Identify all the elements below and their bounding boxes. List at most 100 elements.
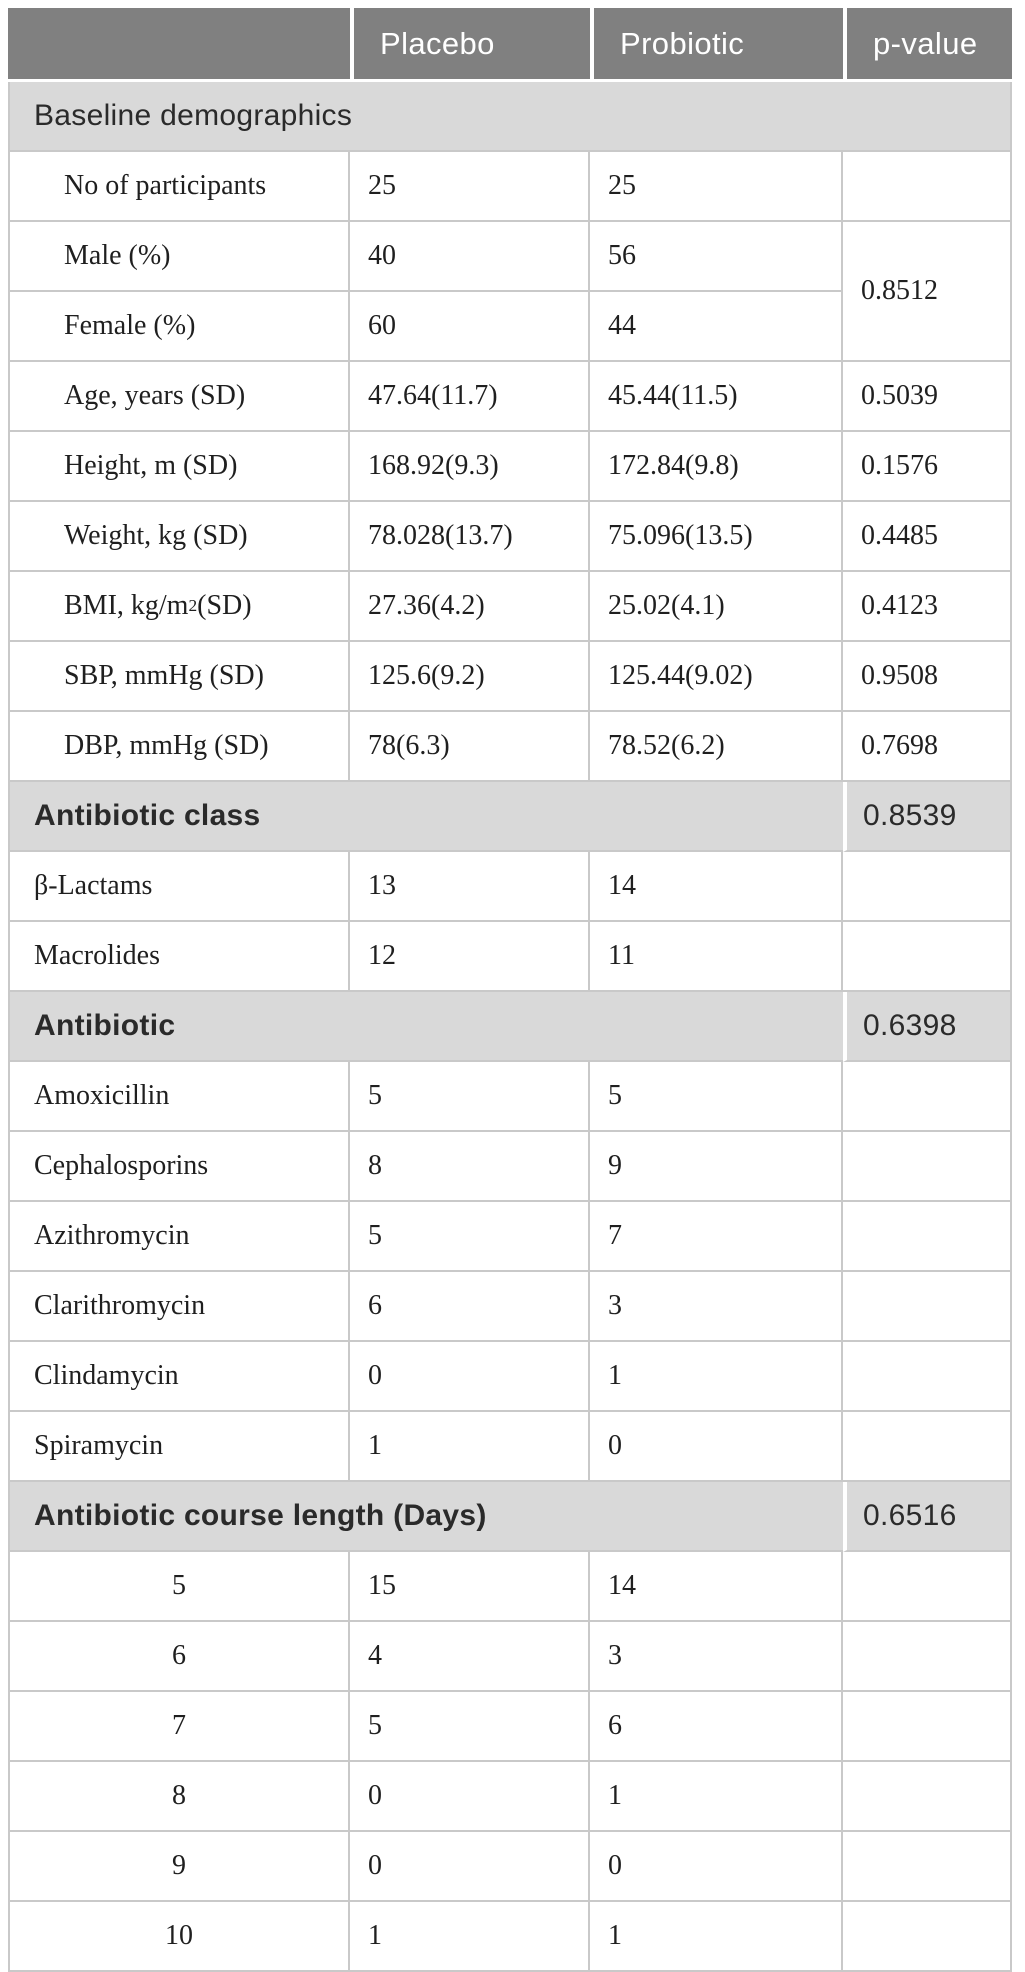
pvalue-cell (843, 922, 1012, 992)
probiotic-value-cell: 75.096(13.5) (590, 502, 843, 572)
probiotic-value-cell: 78.52(6.2) (590, 712, 843, 782)
row-label-cell: 5 (8, 1552, 350, 1622)
row-label-cell: Macrolides (8, 922, 350, 992)
column-header-placebo: Placebo (350, 8, 590, 82)
probiotic-value-cell: 172.84(9.8) (590, 432, 843, 502)
placebo-value-cell: 15 (350, 1552, 590, 1622)
placebo-value-cell: 13 (350, 852, 590, 922)
probiotic-value-cell: 1 (590, 1762, 843, 1832)
probiotic-value-cell: 14 (590, 852, 843, 922)
placebo-value-cell: 60 (350, 292, 590, 362)
column-header-probiotic: Probiotic (590, 8, 843, 82)
row-label-cell: 9 (8, 1832, 350, 1902)
probiotic-value-cell: 56 (590, 222, 843, 292)
pvalue-cell (843, 1342, 1012, 1412)
probiotic-value-cell: 0 (590, 1412, 843, 1482)
section-label-antibiotic-class: Antibiotic class (8, 782, 843, 852)
probiotic-value-cell: 25.02(4.1) (590, 572, 843, 642)
section-pvalue-cell: 0.8539 (843, 782, 1012, 852)
row-label-cell: Female (%) (8, 292, 350, 362)
section-pvalue-cell: 0.6516 (843, 1482, 1012, 1552)
pvalue-cell (843, 152, 1012, 222)
row-label-cell: No of participants (8, 152, 350, 222)
probiotic-value-cell: 5 (590, 1062, 843, 1132)
pvalue-cell: 0.1576 (843, 432, 1012, 502)
probiotic-value-cell: 9 (590, 1132, 843, 1202)
row-label-cell: 8 (8, 1762, 350, 1832)
pvalue-cell (843, 1622, 1012, 1692)
probiotic-value-cell: 3 (590, 1272, 843, 1342)
row-label-cell: Height, m (SD) (8, 432, 350, 502)
pvalue-cell: 0.9508 (843, 642, 1012, 712)
row-label-cell: Clarithromycin (8, 1272, 350, 1342)
placebo-value-cell: 78.028(13.7) (350, 502, 590, 572)
row-label-cell: Cephalosporins (8, 1132, 350, 1202)
placebo-value-cell: 8 (350, 1132, 590, 1202)
pvalue-cell: 0.7698 (843, 712, 1012, 782)
placebo-value-cell: 25 (350, 152, 590, 222)
placebo-value-cell: 47.64(11.7) (350, 362, 590, 432)
probiotic-value-cell: 125.44(9.02) (590, 642, 843, 712)
section-label-antibiotic-course-length: Antibiotic course length (Days) (8, 1482, 843, 1552)
placebo-value-cell: 168.92(9.3) (350, 432, 590, 502)
placebo-value-cell: 1 (350, 1412, 590, 1482)
placebo-value-cell: 78(6.3) (350, 712, 590, 782)
pvalue-cell: 0.4485 (843, 502, 1012, 572)
probiotic-value-cell: 3 (590, 1622, 843, 1692)
pvalue-cell (843, 1902, 1012, 1972)
placebo-value-cell: 27.36(4.2) (350, 572, 590, 642)
placebo-value-cell: 1 (350, 1902, 590, 1972)
probiotic-value-cell: 7 (590, 1202, 843, 1272)
placebo-value-cell: 4 (350, 1622, 590, 1692)
pvalue-cell (843, 1412, 1012, 1482)
row-label-cell: 10 (8, 1902, 350, 1972)
placebo-value-cell: 5 (350, 1062, 590, 1132)
pvalue-cell: 0.4123 (843, 572, 1012, 642)
pvalue-cell: 0.8512 (843, 222, 1012, 362)
probiotic-value-cell: 11 (590, 922, 843, 992)
pvalue-cell (843, 1132, 1012, 1202)
section-pvalue-cell: 0.6398 (843, 992, 1012, 1062)
section-label-baseline-demographics: Baseline demographics (8, 82, 1012, 152)
placebo-value-cell: 0 (350, 1342, 590, 1412)
probiotic-value-cell: 0 (590, 1832, 843, 1902)
placebo-value-cell: 5 (350, 1202, 590, 1272)
row-label-cell: Clindamycin (8, 1342, 350, 1412)
row-label-cell: BMI, kg/m 2 (SD) (8, 572, 350, 642)
placebo-value-cell: 125.6(9.2) (350, 642, 590, 712)
pvalue-cell (843, 1832, 1012, 1902)
row-label-cell: β-Lactams (8, 852, 350, 922)
probiotic-value-cell: 1 (590, 1342, 843, 1412)
probiotic-value-cell: 1 (590, 1902, 843, 1972)
probiotic-value-cell: 45.44(11.5) (590, 362, 843, 432)
page: Placebo Probiotic p-value Baseline demog… (8, 8, 1012, 1972)
row-label-cell: Amoxicillin (8, 1062, 350, 1132)
pvalue-cell (843, 1272, 1012, 1342)
placebo-value-cell: 0 (350, 1832, 590, 1902)
row-label-cell: Male (%) (8, 222, 350, 292)
clinical-characteristics-table: Placebo Probiotic p-value Baseline demog… (8, 8, 1012, 1972)
pvalue-cell (843, 852, 1012, 922)
row-label-cell: DBP, mmHg (SD) (8, 712, 350, 782)
pvalue-cell (843, 1692, 1012, 1762)
pvalue-cell: 0.5039 (843, 362, 1012, 432)
row-label-cell: Age, years (SD) (8, 362, 350, 432)
row-label-cell: Spiramycin (8, 1412, 350, 1482)
placebo-value-cell: 0 (350, 1762, 590, 1832)
row-label-cell: SBP, mmHg (SD) (8, 642, 350, 712)
placebo-value-cell: 5 (350, 1692, 590, 1762)
placebo-value-cell: 12 (350, 922, 590, 992)
row-label-cell: 7 (8, 1692, 350, 1762)
row-label-cell: 6 (8, 1622, 350, 1692)
placebo-value-cell: 6 (350, 1272, 590, 1342)
column-header-blank (8, 8, 350, 82)
pvalue-cell (843, 1062, 1012, 1132)
row-label-cell: Weight, kg (SD) (8, 502, 350, 572)
probiotic-value-cell: 14 (590, 1552, 843, 1622)
pvalue-cell (843, 1202, 1012, 1272)
probiotic-value-cell: 6 (590, 1692, 843, 1762)
probiotic-value-cell: 25 (590, 152, 843, 222)
placebo-value-cell: 40 (350, 222, 590, 292)
probiotic-value-cell: 44 (590, 292, 843, 362)
row-label-cell: Azithromycin (8, 1202, 350, 1272)
